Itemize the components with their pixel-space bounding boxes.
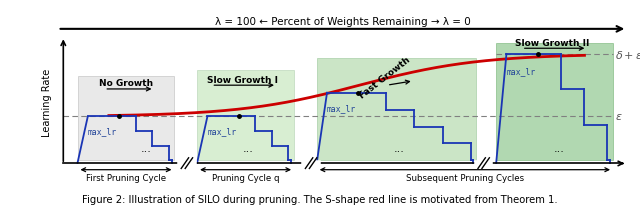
Text: Figure 2: Illustration of SILO during pruning. The S-shape red line is motivated: Figure 2: Illustration of SILO during pr… [82, 194, 558, 204]
Text: Fast Growth: Fast Growth [358, 55, 412, 100]
Text: λ = 100 ← Percent of Weights Remaining → λ = 0: λ = 100 ← Percent of Weights Remaining →… [214, 17, 470, 27]
Text: Subsequent Pruning Cycles: Subsequent Pruning Cycles [406, 174, 524, 183]
Text: ···: ··· [243, 147, 254, 157]
Text: Slow Growth II: Slow Growth II [515, 39, 589, 48]
Text: max_lr: max_lr [327, 103, 356, 112]
Bar [496, 43, 613, 160]
Text: max_lr: max_lr [88, 127, 117, 136]
Text: $\epsilon$: $\epsilon$ [614, 112, 622, 122]
Text: No Growth: No Growth [99, 79, 153, 88]
Text: max_lr: max_lr [207, 127, 237, 136]
Text: max_lr: max_lr [506, 67, 536, 76]
Bar [317, 58, 476, 160]
Text: Slow Growth I: Slow Growth I [207, 76, 278, 84]
Bar [77, 77, 174, 160]
Text: ···: ··· [554, 147, 564, 157]
Text: ···: ··· [394, 147, 404, 157]
Text: $\delta + \epsilon$: $\delta + \epsilon$ [614, 49, 640, 61]
Text: Learning Rate: Learning Rate [42, 68, 52, 136]
Text: ···: ··· [140, 147, 151, 157]
Bar [197, 71, 294, 160]
Text: Pruning Cycle q: Pruning Cycle q [212, 174, 279, 183]
Text: First Pruning Cycle: First Pruning Cycle [86, 174, 166, 183]
